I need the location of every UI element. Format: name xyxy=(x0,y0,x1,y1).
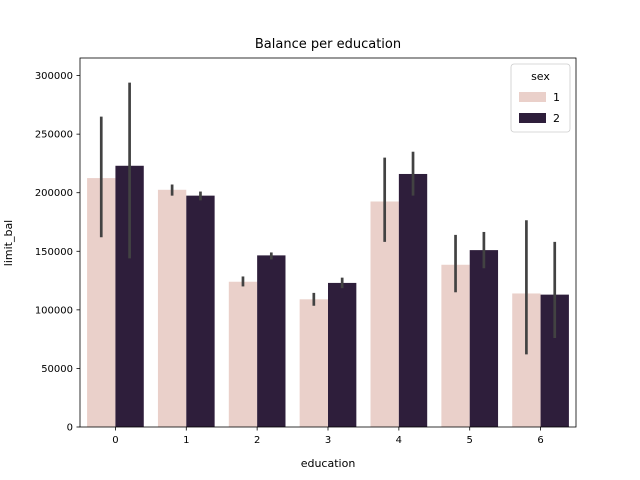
y-tick-label-100000: 100000 xyxy=(35,305,73,316)
bar-sex-2-education-3 xyxy=(328,282,357,427)
x-axis-label: education xyxy=(301,457,356,470)
y-axis-label: limit_bal xyxy=(2,220,15,266)
y-tick-label-50000: 50000 xyxy=(41,364,73,375)
y-tick-label-0: 0 xyxy=(67,423,73,434)
bar-sex-1-education-3 xyxy=(299,299,328,427)
y-tick-label-150000: 150000 xyxy=(35,247,73,258)
x-tick-label-6: 6 xyxy=(537,435,543,446)
x-tick-label-2: 2 xyxy=(254,435,260,446)
bar-sex-2-education-2 xyxy=(257,255,286,427)
bar-sex-2-education-4 xyxy=(398,173,428,427)
x-tick-label-1: 1 xyxy=(183,435,189,446)
x-tick-label-3: 3 xyxy=(325,435,331,446)
bar-sex-1-education-2 xyxy=(228,281,258,427)
y-tick-label-300000: 300000 xyxy=(35,71,73,82)
x-tick-label-5: 5 xyxy=(467,435,473,446)
x-tick-label-0: 0 xyxy=(112,435,118,446)
y-tick-label-250000: 250000 xyxy=(35,130,73,141)
chart-title: Balance per education xyxy=(255,37,401,52)
bar-sex-2-education-5 xyxy=(469,250,499,427)
bar-sex-1-education-1 xyxy=(157,189,187,427)
plot-area: 0 50000 100000 150000 200000 250000 300000 0 1 2 3… xyxy=(35,57,577,446)
legend-swatch-1 xyxy=(519,92,546,102)
bar-sex-2-education-1 xyxy=(186,195,215,427)
legend-title: sex xyxy=(531,70,550,83)
legend-label-2: 2 xyxy=(553,112,560,125)
y-tick-label-200000: 200000 xyxy=(35,188,73,199)
legend-swatch-2 xyxy=(519,113,546,123)
legend-label-1: 1 xyxy=(553,91,560,104)
x-tick-label-4: 4 xyxy=(396,435,402,446)
